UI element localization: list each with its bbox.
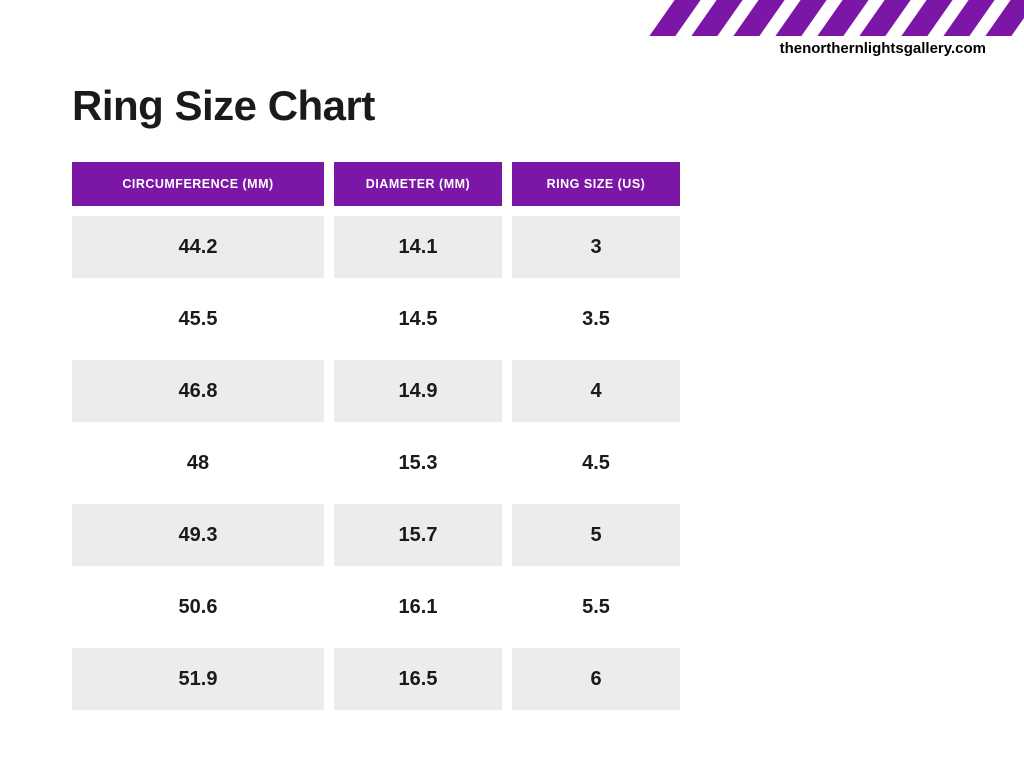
- stripe: [943, 0, 994, 36]
- table-cell: 15.7: [334, 504, 502, 566]
- page-title: Ring Size Chart: [72, 82, 375, 130]
- table-cell: 44.2: [72, 216, 324, 278]
- column-diameter: DIAMETER (MM) 14.1 14.5 14.9 15.3 15.7 1…: [334, 162, 502, 710]
- table-cell: 5: [512, 504, 680, 566]
- table-cell: 5.5: [512, 576, 680, 638]
- stripe: [649, 0, 700, 36]
- stripe: [985, 0, 1024, 36]
- table-cell: 4: [512, 360, 680, 422]
- ring-size-table: CIRCUMFERENCE (MM) 44.2 45.5 46.8 48 49.…: [72, 162, 680, 710]
- table-cell: 46.8: [72, 360, 324, 422]
- table-cell: 14.1: [334, 216, 502, 278]
- stripe: [901, 0, 952, 36]
- stripe: [733, 0, 784, 36]
- table-cell: 48: [72, 432, 324, 494]
- table-cell: 15.3: [334, 432, 502, 494]
- column-circumference: CIRCUMFERENCE (MM) 44.2 45.5 46.8 48 49.…: [72, 162, 324, 710]
- column-header: DIAMETER (MM): [334, 162, 502, 206]
- table-cell: 14.9: [334, 360, 502, 422]
- table-cell: 45.5: [72, 288, 324, 350]
- table-cell: 6: [512, 648, 680, 710]
- stripe: [859, 0, 910, 36]
- table-cell: 16.1: [334, 576, 502, 638]
- site-url: thenorthernlightsgallery.com: [780, 40, 986, 57]
- column-header: RING SIZE (US): [512, 162, 680, 206]
- decorative-stripes: [646, 0, 1024, 36]
- table-cell: 50.6: [72, 576, 324, 638]
- table-cell: 4.5: [512, 432, 680, 494]
- table-cell: 14.5: [334, 288, 502, 350]
- table-cell: 3: [512, 216, 680, 278]
- stripe: [775, 0, 826, 36]
- table-cell: 3.5: [512, 288, 680, 350]
- table-cell: 51.9: [72, 648, 324, 710]
- column-ring-size: RING SIZE (US) 3 3.5 4 4.5 5 5.5 6: [512, 162, 680, 710]
- table-cell: 16.5: [334, 648, 502, 710]
- column-header: CIRCUMFERENCE (MM): [72, 162, 324, 206]
- stripe: [691, 0, 742, 36]
- table-cell: 49.3: [72, 504, 324, 566]
- stripe: [817, 0, 868, 36]
